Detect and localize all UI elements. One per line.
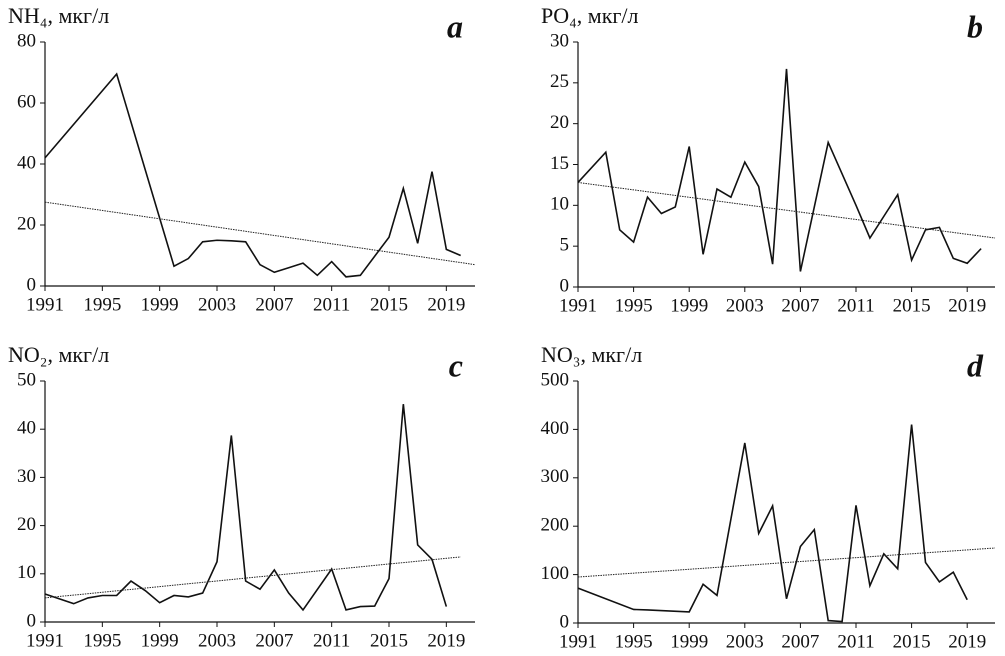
y-tick-label: 300 (541, 466, 570, 487)
y-tick-label: 15 (550, 153, 569, 174)
y-tick-label: 5 (560, 235, 570, 256)
x-tick-label: 1995 (83, 630, 121, 651)
x-tick-label: 2003 (726, 295, 764, 316)
x-tick-label: 2007 (781, 295, 819, 316)
y-tick-label: 10 (17, 562, 36, 583)
x-tick-label: 1991 (559, 295, 597, 316)
panel-letter: b (967, 8, 983, 44)
y-tick-label: 30 (17, 466, 36, 487)
x-tick-label: 2015 (893, 631, 931, 652)
x-tick-label: 2011 (313, 630, 350, 651)
panel-letter: a (447, 8, 463, 44)
x-tick-label: 2015 (370, 630, 408, 651)
x-tick-label: 2019 (427, 630, 465, 651)
y-tick-label: 10 (550, 194, 569, 215)
x-tick-label: 2019 (427, 294, 465, 315)
panel-title: PO₄, мкг/л (541, 3, 639, 28)
x-tick-label: 1991 (26, 294, 64, 315)
y-tick-label: 100 (541, 563, 570, 584)
x-tick-label: 2003 (198, 294, 236, 315)
y-tick-label: 0 (560, 611, 570, 632)
data-line (44, 72, 461, 278)
panel-title: NO₂, мкг/л (8, 342, 109, 367)
x-tick-label: 2007 (781, 631, 819, 652)
panel-title: NO₃, мкг/л (541, 342, 642, 367)
x-tick-label: 1995 (615, 295, 653, 316)
y-tick-label: 0 (560, 275, 570, 296)
panel-title: NH₄, мкг/л (8, 3, 109, 28)
x-tick-label: 2007 (255, 294, 293, 315)
y-tick-label: 20 (17, 213, 36, 234)
x-tick-label: 1991 (26, 630, 64, 651)
y-tick-label: 20 (17, 514, 36, 535)
x-tick-label: 2003 (198, 630, 236, 651)
x-tick-label: 2015 (370, 294, 408, 315)
y-tick-label: 500 (541, 369, 570, 390)
x-tick-label: 2011 (837, 295, 874, 316)
x-tick-label: 1999 (141, 294, 179, 315)
x-tick-label: 2003 (726, 631, 764, 652)
y-tick-label: 80 (17, 30, 36, 51)
x-tick-label: 1995 (615, 631, 653, 652)
x-tick-label: 1999 (670, 295, 708, 316)
data-line (577, 68, 982, 272)
trend-line (577, 547, 996, 578)
y-tick-label: 25 (550, 71, 569, 92)
data-line (44, 404, 448, 612)
trend-line (577, 181, 996, 239)
y-tick-label: 400 (541, 418, 570, 439)
y-tick-label: 50 (17, 369, 36, 390)
x-tick-label: 1999 (141, 630, 179, 651)
x-tick-label: 2007 (255, 630, 293, 651)
trend-line (44, 201, 476, 266)
y-tick-label: 200 (541, 515, 570, 536)
x-tick-label: 2011 (837, 631, 874, 652)
x-tick-label: 2015 (893, 295, 931, 316)
y-tick-label: 0 (27, 610, 37, 631)
y-tick-label: 20 (550, 112, 569, 133)
trend-line (44, 556, 461, 599)
x-tick-label: 1991 (559, 631, 597, 652)
x-tick-label: 2019 (948, 295, 986, 316)
y-tick-label: 30 (550, 30, 569, 51)
x-tick-label: 1995 (83, 294, 121, 315)
x-tick-label: 2011 (313, 294, 350, 315)
y-tick-label: 40 (17, 418, 36, 439)
panel-letter: c (449, 347, 463, 383)
x-tick-label: 2019 (948, 631, 986, 652)
y-tick-label: 0 (27, 274, 37, 295)
data-line (577, 424, 968, 623)
y-tick-label: 60 (17, 91, 36, 112)
y-tick-label: 40 (17, 152, 36, 173)
panel-letter: d (967, 347, 984, 383)
x-tick-label: 1999 (670, 631, 708, 652)
